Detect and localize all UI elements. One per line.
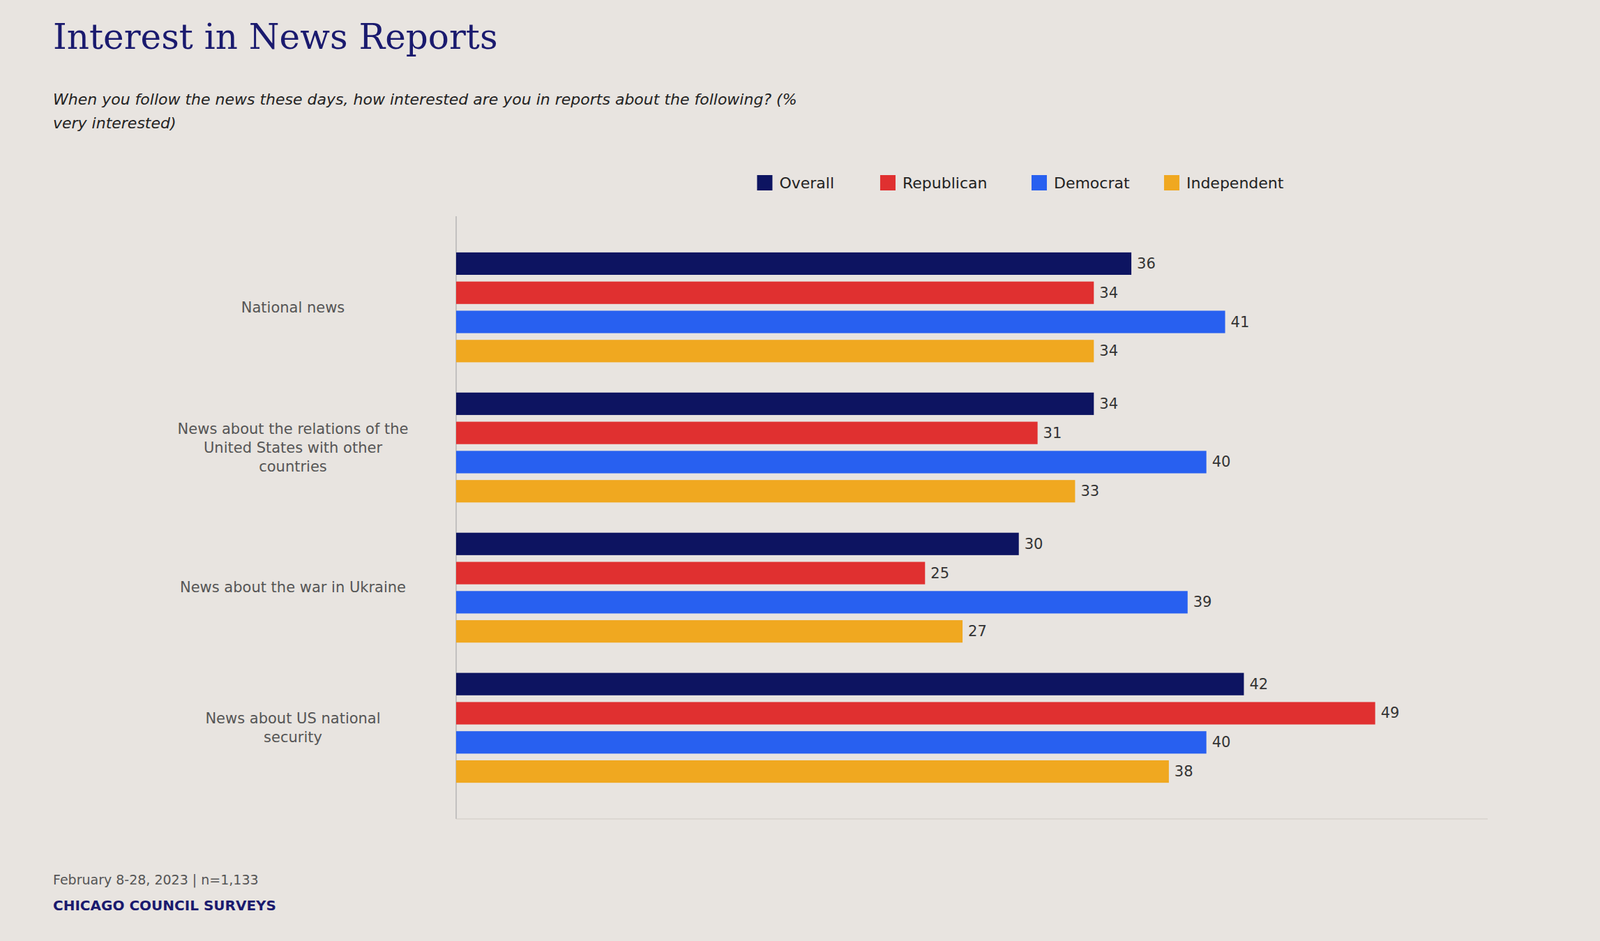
legend-swatch — [1164, 175, 1180, 191]
value-label: 25 — [930, 564, 950, 582]
text-line: countries — [258, 458, 328, 475]
value-label: 34 — [1099, 395, 1119, 413]
value-label: 31 — [1043, 424, 1063, 442]
value-labels: 36 34 41 34 34 31 40 33 30 25 39 27 42 49 40 38 — [930, 255, 1400, 780]
value-label: 41 — [1231, 313, 1250, 331]
page: {"chart_data": { "type": "bar", "orienta… — [0, 0, 1600, 941]
title: Interest in News Reports — [53, 16, 498, 58]
value-label: 39 — [1193, 593, 1213, 611]
bar — [456, 421, 1038, 445]
bar — [456, 532, 1020, 556]
category-label: National news — [241, 299, 346, 316]
value-label: 27 — [968, 622, 987, 640]
bar — [456, 450, 1207, 473]
subtitle: When you follow the news these days, how… — [53, 90, 798, 132]
text-line: When you follow the news these days, how… — [53, 90, 798, 109]
x-range-line — [456, 818, 1488, 820]
category-labels: National news News about the relations of… — [177, 299, 409, 746]
legend-item: Republican — [880, 174, 987, 192]
text-line: News about the relations of the — [177, 420, 409, 438]
bar — [456, 701, 1376, 724]
bar — [456, 392, 1094, 415]
text-line: National news — [241, 299, 346, 316]
zero-line — [455, 216, 457, 819]
legend-swatch — [1031, 175, 1047, 191]
bar — [456, 561, 925, 584]
value-label: 34 — [1099, 284, 1119, 302]
category-label: News about the war in Ukraine — [179, 578, 406, 596]
bar — [456, 310, 1226, 333]
chart: Interest in News Reports When you follow … — [0, 0, 1600, 941]
value-label: 30 — [1024, 535, 1044, 553]
legend-item: Democrat — [1031, 174, 1130, 192]
background — [0, 0, 1600, 941]
legend-label: Independent — [1186, 174, 1285, 192]
value-label: 40 — [1212, 453, 1232, 471]
bars — [456, 252, 1376, 783]
bar — [456, 760, 1169, 783]
bar — [456, 281, 1094, 305]
legend: Overall Republican Democrat Independent — [756, 174, 1284, 192]
legend-label: Republican — [902, 174, 987, 192]
legend-label: Overall — [779, 174, 835, 192]
text-line: very interested) — [53, 114, 177, 132]
value-label: 40 — [1212, 733, 1232, 751]
value-label: 34 — [1099, 342, 1119, 360]
source: CHICAGO COUNCIL SURVEYS — [53, 896, 277, 914]
legend-item: Overall — [756, 174, 835, 192]
bar — [456, 252, 1132, 275]
bar — [456, 620, 963, 643]
legend-swatch — [880, 175, 896, 191]
category-label: News about US nationalsecurity — [205, 710, 381, 746]
text-line: News about the war in Ukraine — [179, 578, 406, 596]
value-label: 36 — [1136, 255, 1156, 273]
bar — [456, 730, 1207, 754]
bar — [456, 673, 1244, 696]
footnote: February 8-28, 2023 | n=1,133 — [53, 871, 259, 888]
bar — [456, 479, 1075, 503]
text-line: United States with other — [203, 439, 383, 457]
legend-swatch — [756, 175, 773, 191]
text-line: News about US national — [205, 710, 381, 727]
bar — [456, 590, 1188, 614]
text-line: security — [263, 728, 323, 746]
legend-label: Democrat — [1053, 174, 1130, 192]
category-label: News about the relations of theUnited St… — [177, 420, 409, 475]
value-label: 38 — [1174, 763, 1194, 780]
value-label: 33 — [1080, 482, 1100, 500]
value-label: 42 — [1249, 675, 1269, 693]
legend-item: Independent — [1164, 174, 1285, 192]
value-label: 49 — [1380, 704, 1400, 722]
bar — [456, 339, 1094, 362]
